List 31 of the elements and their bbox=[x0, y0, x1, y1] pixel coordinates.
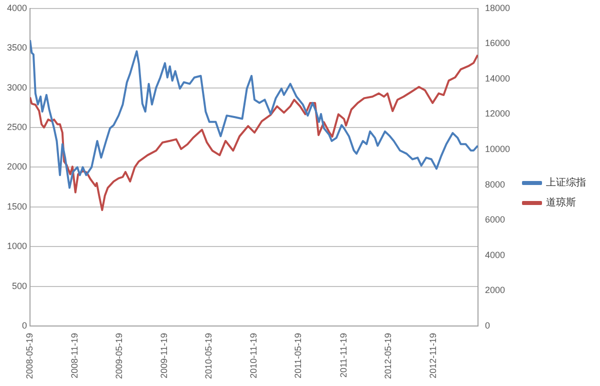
y-tick-label: 0 bbox=[22, 320, 28, 330]
y2-tick-label: 4000 bbox=[484, 250, 506, 260]
y-tick-label: 500 bbox=[12, 280, 28, 291]
x-tick-label: 2012-05-19 bbox=[382, 332, 393, 380]
x-tick-label: 2008-05-19 bbox=[24, 332, 35, 380]
y2-tick-label: 0 bbox=[484, 320, 490, 330]
legend-label: 道琼斯 bbox=[546, 196, 576, 209]
y2-tick-label: 6000 bbox=[484, 214, 506, 225]
x-tick-label: 2009-11-19 bbox=[159, 332, 170, 378]
x-tick-label: 2010-05-19 bbox=[204, 332, 214, 380]
y-tick-label: 2500 bbox=[6, 122, 28, 132]
y-tick-label: 1500 bbox=[6, 201, 28, 212]
y2-tick-label: 16000 bbox=[484, 38, 510, 48]
y2-tick-label: 12000 bbox=[484, 108, 510, 119]
y2-tick-label: 18000 bbox=[484, 2, 510, 13]
y-tick-label: 1000 bbox=[6, 241, 28, 252]
x-tick-label: 2012-11-19 bbox=[428, 332, 438, 378]
y2-tick-label: 2000 bbox=[484, 285, 506, 296]
x-tick-label: 2008-11-19 bbox=[70, 332, 80, 378]
y2-tick-label: 10000 bbox=[484, 144, 510, 154]
x-tick-label: 2011-05-19 bbox=[293, 332, 304, 378]
x-tick-label: 2009-05-19 bbox=[114, 332, 124, 380]
y-tick-label: 3500 bbox=[6, 42, 28, 53]
x-tick-label: 2011-11-19 bbox=[338, 332, 348, 378]
y2-tick-label: 14000 bbox=[484, 73, 510, 84]
y-tick-label: 2000 bbox=[6, 162, 28, 172]
y2-tick-label: 8000 bbox=[484, 179, 506, 190]
y-tick-label: 3000 bbox=[6, 82, 28, 92]
y-tick-label: 4000 bbox=[6, 2, 28, 13]
x-tick-label: 2010-11-19 bbox=[248, 332, 259, 378]
legend-label: 上证综指 bbox=[546, 176, 586, 189]
